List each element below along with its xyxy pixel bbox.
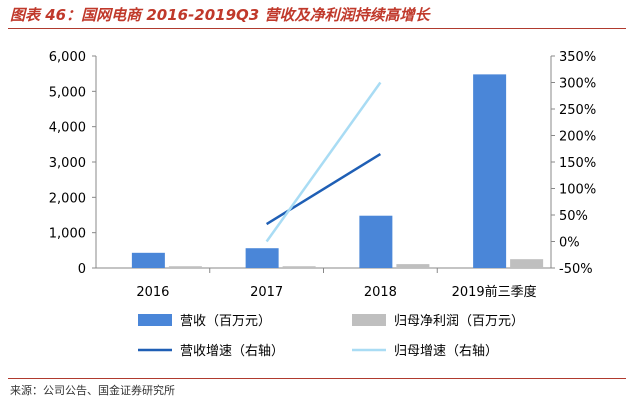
revenue-bar — [131, 252, 165, 268]
right-tick-label: 300% — [559, 77, 596, 92]
net-profit-bar — [282, 266, 316, 268]
x-tick-label: 2017 — [250, 285, 283, 300]
x-tick-label: 2019前三季度 — [452, 284, 537, 300]
right-tick-label: 350% — [559, 50, 596, 65]
left-tick-label: 0 — [78, 262, 86, 277]
right-tick-label: 250% — [559, 103, 596, 118]
revenue-bar — [359, 215, 393, 268]
right-tick-label: 200% — [559, 130, 596, 145]
source-divider — [8, 378, 626, 379]
chart-title: 图表 46：国网电商 2016-2019Q3 营收及净利润持续高增长 — [10, 6, 430, 24]
revenue-bar — [473, 74, 507, 268]
right-tick-label: 100% — [559, 183, 596, 198]
left-tick-label: 5,000 — [49, 85, 86, 100]
left-tick-label: 6,000 — [49, 50, 86, 65]
x-tick-label: 2018 — [364, 285, 397, 300]
revenue-bar — [245, 248, 279, 268]
legend-net-profit-label: 归母净利润（百万元） — [394, 314, 524, 329]
legend-net-profit-growth-label: 归母增速（右轴） — [394, 344, 498, 359]
right-tick-label: 150% — [559, 156, 596, 171]
net-profit-growth-line — [265, 81, 382, 243]
net-profit-bar — [510, 259, 544, 268]
x-tick-label: 2016 — [136, 285, 169, 300]
left-tick-label: 3,000 — [49, 156, 86, 171]
right-tick-label: 50% — [559, 209, 588, 224]
net-profit-bar — [168, 266, 202, 268]
title-divider — [8, 28, 626, 29]
left-tick-label: 2,000 — [49, 191, 86, 206]
left-tick-label: 4,000 — [49, 121, 86, 136]
net-profit-bar — [396, 264, 430, 268]
right-tick-label: 0% — [559, 236, 580, 251]
left-tick-label: 1,000 — [49, 227, 86, 242]
right-tick-label: -50% — [559, 262, 593, 277]
legend-revenue-growth-label: 营收增速（右轴） — [180, 344, 284, 359]
revenue-growth-line — [265, 152, 382, 226]
combo-chart: 0 1,000 2,000 3,000 4,000 5,000 6,000 -50% 0% 50%… — [49, 50, 596, 359]
source-note: 来源：公司公告、国金证券研究所 — [10, 384, 175, 397]
legend-revenue-swatch — [138, 314, 172, 326]
legend-revenue-label: 营收（百万元） — [180, 314, 271, 329]
legend-net-profit-swatch — [352, 314, 386, 326]
